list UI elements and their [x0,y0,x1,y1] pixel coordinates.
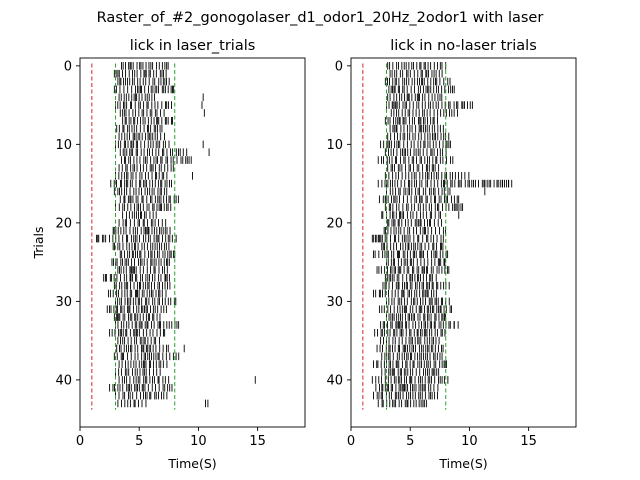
nolaser-x-axis-label: Time(S) [438,456,487,471]
nolaser-y-tick-label: 20 [326,216,343,231]
laser-x-tick-label: 5 [135,434,143,449]
laser-y-tick-label: 0 [64,59,72,74]
nolaser-x-tick-label: 15 [520,434,537,449]
nolaser-x-tick-label: 0 [347,434,355,449]
nolaser-y-tick-label: 30 [326,295,343,310]
laser-y-axis-label: Trials [31,226,46,259]
laser-y-tick-label: 40 [55,373,72,388]
laser-y-tick-label: 10 [55,138,72,153]
laser-x-axis-label: Time(S) [167,456,216,471]
laser-y-tick-label: 20 [55,216,72,231]
nolaser-x-tick-label: 10 [461,434,478,449]
laser-trials-raster-panel: lick in laser_trials 0 5 10 15 0 10 20 30 40 Time(… [31,38,306,471]
laser-x-tick-label: 15 [249,434,266,449]
laser-x-tick-label: 10 [190,434,207,449]
no-laser-trials-raster-panel: lick in no-laser trials 0 5 10 15 0 10 20 30 40 Ti… [326,38,577,471]
figure-suptitle: Raster_of_#2_gonogolaser_d1_odor1_20Hz_2… [97,10,544,26]
laser-axes-frame [79,57,306,428]
nolaser-x-tick-label: 5 [406,434,414,449]
laser-panel-title: lick in laser_trials [130,38,256,54]
nolaser-panel-title: lick in no-laser trials [390,38,537,54]
nolaser-lick-ticks [371,62,513,408]
nolaser-y-tick-label: 10 [326,138,343,153]
nolaser-axes-frame [350,57,577,428]
laser-lick-ticks [96,62,256,408]
laser-y-tick-label: 30 [55,295,72,310]
nolaser-y-tick-label: 40 [326,373,343,388]
laser-x-tick-label: 0 [76,434,84,449]
nolaser-y-tick-label: 0 [335,59,343,74]
